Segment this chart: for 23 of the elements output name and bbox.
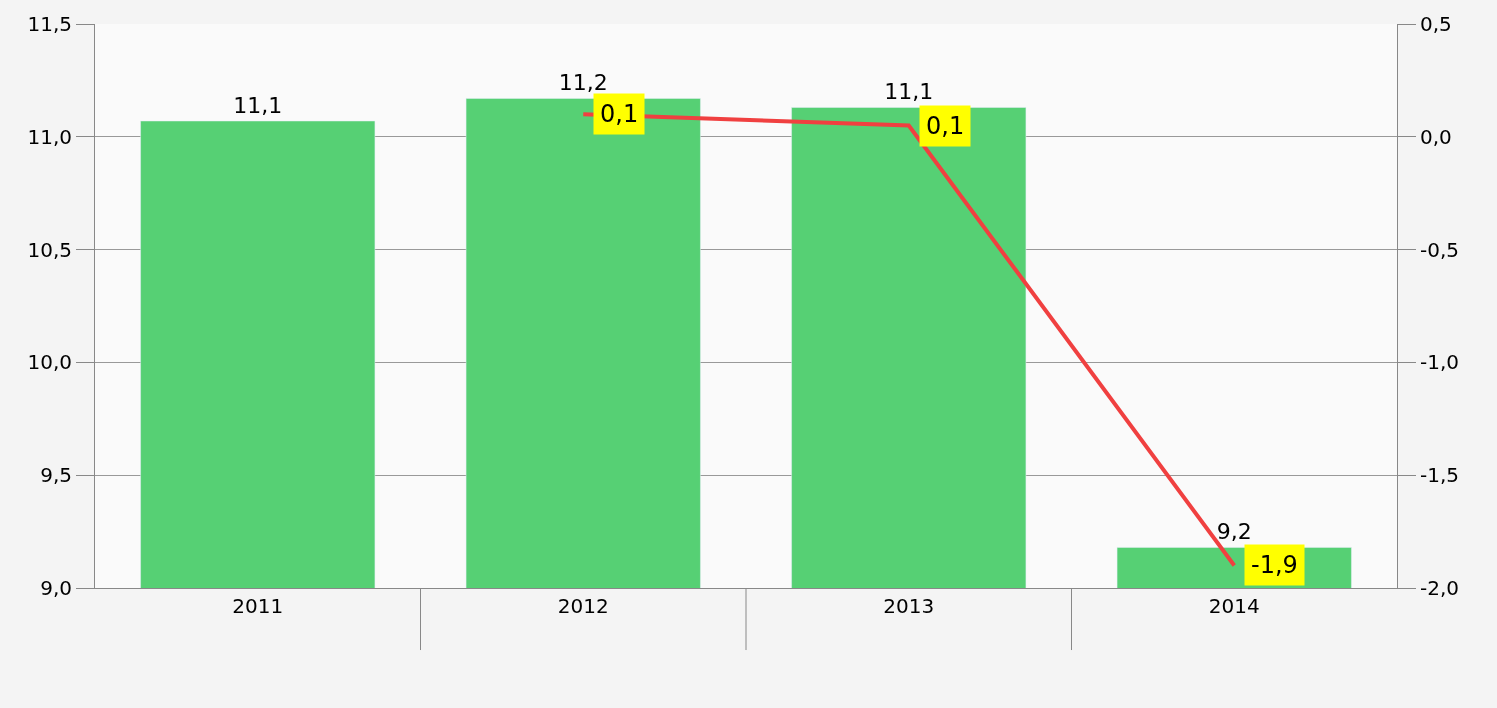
y-tick-label: 9,5: [40, 463, 72, 488]
y2-tick-label: 0,0: [1420, 124, 1452, 149]
data-label: 9,2: [1216, 519, 1252, 545]
y-tick-label: 11,5: [27, 12, 72, 36]
y2-tick-label: 0,5: [1420, 12, 1452, 36]
data-label: 0,1: [600, 100, 639, 128]
x-tick-label: 2014: [1208, 594, 1260, 618]
y-tick-label: 9,0: [40, 576, 72, 600]
data-label: 0,1: [926, 112, 965, 140]
data-label: -1,9: [1251, 551, 1298, 579]
y2-tick-label: -0,5: [1420, 237, 1460, 262]
y-tick-label: 10,0: [27, 350, 72, 375]
x-tick-label: 2011: [232, 594, 284, 618]
x-tick-label: 2013: [883, 594, 935, 618]
y2-tick-label: -1,0: [1420, 350, 1460, 375]
data-label: 11,1: [233, 93, 283, 119]
y-tick-label: 10,5: [27, 237, 72, 262]
y2-tick-label: -1,5: [1420, 463, 1460, 488]
data-label: 11,1: [884, 79, 934, 105]
data-label: 11,2: [558, 70, 608, 96]
y-tick-label: 11,0: [27, 124, 72, 149]
x-tick-label: 2012: [557, 594, 609, 618]
y2-tick-label: -2,0: [1420, 576, 1460, 600]
